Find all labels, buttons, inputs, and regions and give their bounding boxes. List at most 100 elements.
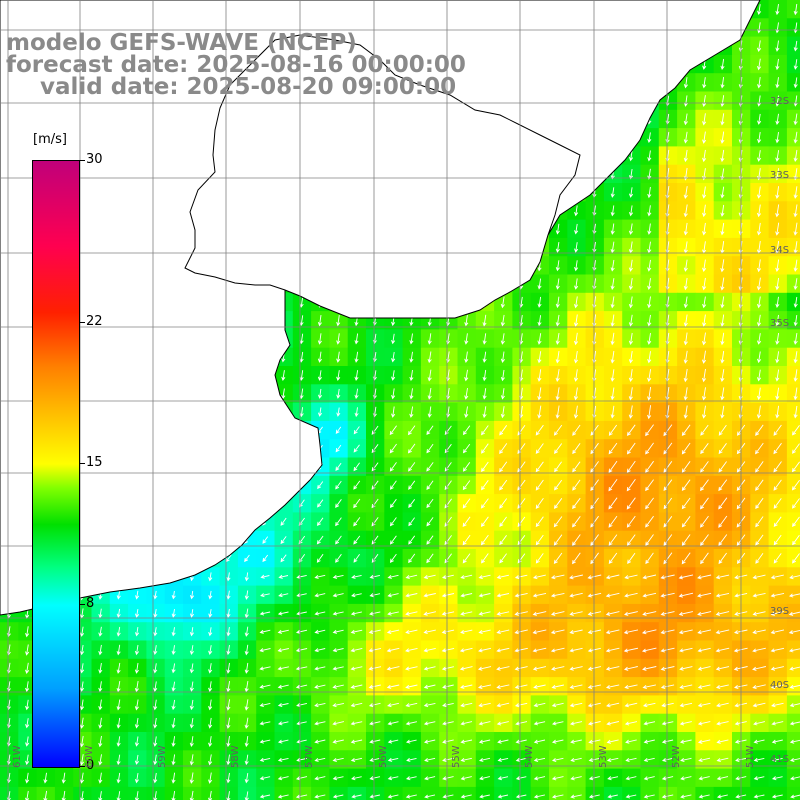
wind-vector	[643, 721, 656, 726]
forecast-date: forecast date: 2025-08-16 00:00:00	[6, 52, 466, 78]
wind-vector	[752, 574, 766, 580]
wind-vector	[153, 717, 158, 729]
wind-vector	[793, 333, 798, 345]
wind-vector	[701, 368, 707, 383]
wind-vector	[771, 739, 783, 744]
wind-vector	[496, 666, 510, 671]
wind-vector	[98, 717, 103, 729]
wind-vector	[773, 424, 782, 436]
wind-vector	[551, 666, 565, 671]
wind-vector	[756, 405, 762, 419]
wind-vector	[628, 296, 633, 309]
wind-speed-cell	[457, 786, 477, 800]
wind-vector	[605, 611, 620, 616]
wind-vector	[626, 442, 636, 455]
wind-vector	[718, 497, 728, 510]
wind-vector	[623, 647, 639, 653]
wind-vector	[660, 666, 675, 671]
wind-vector	[718, 443, 727, 455]
wind-vector	[608, 460, 618, 473]
wind-vector	[681, 424, 691, 437]
wind-vector	[514, 629, 528, 635]
wind-vector	[409, 388, 414, 400]
wind-vector	[535, 424, 544, 436]
wind-vector	[464, 351, 469, 364]
wind-vector	[408, 499, 416, 508]
wind-vector	[643, 776, 655, 781]
wind-vector	[278, 574, 289, 579]
wind-vector	[554, 461, 562, 473]
wind-vector	[409, 370, 414, 382]
wind-vector	[244, 572, 249, 582]
wind-vector	[793, 296, 798, 308]
wind-vector	[701, 332, 707, 346]
wind-vector	[335, 462, 342, 471]
wind-vector	[680, 794, 692, 799]
wind-vector	[574, 278, 579, 290]
wind-vector	[716, 757, 729, 763]
wind-vector	[678, 611, 693, 616]
wind-vector	[277, 648, 289, 653]
wind-vector	[661, 757, 674, 762]
wind-vector	[775, 58, 780, 71]
wind-vector	[716, 794, 728, 799]
wind-vector	[679, 721, 692, 726]
wind-vector	[623, 629, 639, 635]
wind-vector	[626, 534, 636, 546]
wind-vector	[354, 407, 359, 418]
wind-vector	[697, 574, 712, 580]
wind-vector	[755, 516, 764, 528]
wind-vector	[499, 461, 508, 473]
wind-vector	[698, 776, 710, 781]
wind-vector	[482, 314, 487, 327]
wind-vector	[368, 647, 381, 653]
wind-vector	[775, 369, 780, 382]
wind-vector	[424, 794, 436, 799]
wind-vector	[789, 757, 800, 763]
wind-vector	[408, 462, 416, 472]
wind-vector	[153, 663, 158, 674]
wind-vector	[262, 554, 269, 563]
wind-vector	[25, 718, 30, 729]
wind-vector	[317, 370, 322, 381]
wind-vector	[793, 315, 798, 327]
wind-vector	[791, 479, 800, 491]
wind-vector	[715, 666, 730, 671]
wind-vector	[350, 647, 363, 653]
wind-vector	[775, 259, 780, 273]
wind-vector	[587, 702, 601, 708]
wind-vector	[569, 666, 583, 671]
wind-vector	[628, 332, 633, 346]
wind-vector	[499, 535, 507, 546]
wind-vector	[477, 684, 492, 690]
wind-vector	[259, 794, 271, 799]
wind-vector	[481, 425, 489, 436]
wind-vector	[647, 150, 652, 162]
wind-vector	[645, 515, 654, 528]
wind-vector	[610, 241, 615, 254]
wind-vector	[533, 684, 546, 689]
wind-vector	[587, 629, 601, 635]
wind-vector	[277, 757, 289, 762]
wind-vector	[625, 794, 637, 799]
wind-vector	[208, 717, 213, 729]
wind-vector	[116, 662, 121, 674]
wind-vector	[535, 443, 544, 454]
wind-vector	[663, 552, 673, 565]
wind-vector	[555, 260, 560, 272]
wind-vector	[259, 611, 271, 616]
wind-vector	[371, 553, 379, 563]
wind-vector	[555, 405, 560, 419]
wind-vector	[663, 534, 673, 546]
wind-vector	[116, 772, 121, 784]
wind-vector	[427, 351, 432, 364]
wind-speed-cell	[786, 0, 800, 19]
wind-vector	[317, 499, 324, 508]
wind-vector	[757, 132, 762, 144]
wind-vector	[572, 497, 581, 510]
wind-vector	[700, 534, 709, 546]
wind-vector	[514, 574, 528, 580]
wind-vector	[715, 684, 729, 690]
wind-vector	[663, 424, 673, 437]
wind-vector	[720, 95, 725, 108]
